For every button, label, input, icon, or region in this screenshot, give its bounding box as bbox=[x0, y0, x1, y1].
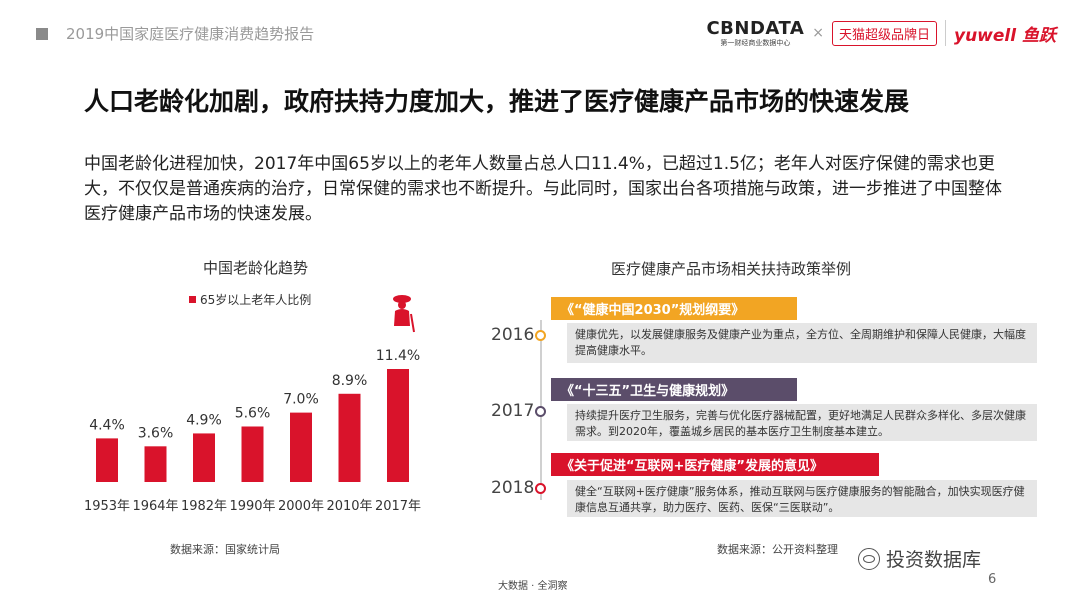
bar-1982年 bbox=[193, 433, 215, 482]
chart-title: 中国老龄化趋势 bbox=[203, 259, 309, 277]
logo-separator: × bbox=[812, 25, 824, 41]
year-2016: 2016 bbox=[491, 325, 535, 345]
report-title: 2019中国家庭医疗健康消费趋势报告 bbox=[66, 25, 315, 43]
header-square-icon bbox=[36, 28, 48, 40]
timeline-dot-2017 bbox=[535, 406, 546, 417]
bar-1990年 bbox=[241, 426, 264, 482]
bar-value-label: 4.4% bbox=[89, 417, 125, 433]
timeline-dot-2018 bbox=[535, 483, 546, 494]
bar-value-label: 11.4% bbox=[376, 348, 420, 364]
policy-desc-2016: 健康优先，以发展健康服务及健康产业为重点，全方位、全周期维护和保障人民健康，大幅… bbox=[567, 323, 1037, 363]
elderly-person-icon bbox=[393, 295, 415, 333]
policy-title: 医疗健康产品市场相关扶持政策举例 bbox=[611, 260, 852, 278]
x-tick-label: 1964年 bbox=[132, 499, 178, 514]
logo-divider bbox=[945, 20, 946, 46]
watermark-text: 投资数据库 bbox=[886, 549, 982, 571]
partner-logos: CBNDATA 第一财经商业数据中心 × 天猫超级品牌日 yuwell 鱼跃 bbox=[706, 16, 1056, 50]
wechat-icon bbox=[858, 547, 880, 570]
page-title: 人口老龄化加剧，政府扶持力度加大，推进了医疗健康产品市场的快速发展 bbox=[84, 87, 910, 116]
policy-desc-2017: 持续提升医疗卫生服务，完善与优化医疗器械配置，更好地满足人民群众多样化、多层次健… bbox=[567, 404, 1037, 441]
chart-legend: 65岁以上老年人比例 bbox=[189, 291, 311, 308]
bar-value-label: 8.9% bbox=[332, 373, 368, 389]
policy-source: 数据来源：公开资料整理 bbox=[717, 543, 838, 556]
policy-name-2016: 《“健康中国2030”规划纲要》 bbox=[551, 297, 797, 320]
cbndata-logo: CBNDATA 第一财经商业数据中心 bbox=[706, 17, 805, 47]
aging-bar-chart: 4.4% 1953年 3.6% 1964年 4.9% 1982年 5.6% 1990年 7.0%… bbox=[84, 348, 421, 514]
bar-1964年 bbox=[144, 446, 167, 482]
x-tick-label: 2010年 bbox=[326, 499, 372, 514]
policy-desc-2018: 健全“互联网+医疗健康”服务体系，推动互联网与医疗健康服务的智能融合，加快实现医… bbox=[567, 480, 1037, 517]
bar-value-label: 3.6% bbox=[138, 425, 174, 441]
policy-name-2017: 《“十三五”卫生与健康规划》 bbox=[551, 378, 797, 401]
intro-paragraph: 中国老龄化进程加快，2017年中国65岁以上的老年人数量占总人口11.4%，已超… bbox=[84, 154, 1002, 224]
x-tick-label: 1982年 bbox=[181, 499, 227, 514]
bar-value-label: 4.9% bbox=[186, 412, 222, 428]
x-tick-label: 1990年 bbox=[229, 499, 275, 514]
bar-value-label: 5.6% bbox=[235, 405, 271, 421]
year-2018: 2018 bbox=[491, 478, 535, 498]
bar-2010年 bbox=[338, 393, 361, 482]
bar-2000年 bbox=[290, 412, 312, 482]
cbndata-logo-text: CBNDATA bbox=[706, 17, 805, 39]
policy-name-2018: 《关于促进“互联网+医疗健康”发展的意见》 bbox=[551, 453, 879, 476]
bar-value-label: 7.0% bbox=[283, 392, 319, 408]
timeline-dot-2016 bbox=[535, 330, 546, 341]
legend-swatch bbox=[189, 296, 196, 303]
x-tick-label: 1953年 bbox=[84, 499, 130, 514]
cbndata-logo-subtext: 第一财经商业数据中心 bbox=[720, 38, 791, 47]
watermark: 投资数据库 bbox=[858, 545, 981, 572]
bar-2017年 bbox=[387, 369, 409, 482]
chart-source: 数据来源：国家统计局 bbox=[170, 543, 280, 556]
x-tick-label: 2017年 bbox=[375, 499, 421, 514]
yuwell-logo: yuwell 鱼跃 bbox=[954, 25, 1056, 46]
x-tick-label: 2000年 bbox=[278, 499, 324, 514]
bar-1953年 bbox=[96, 438, 118, 482]
tmall-logo: 天猫超级品牌日 bbox=[831, 20, 937, 46]
year-2017: 2017 bbox=[491, 401, 535, 421]
legend-label: 65岁以上老年人比例 bbox=[200, 293, 312, 307]
footer-slogan: 大数据 · 全洞察 bbox=[498, 581, 568, 592]
page-number: 6 bbox=[988, 572, 997, 587]
